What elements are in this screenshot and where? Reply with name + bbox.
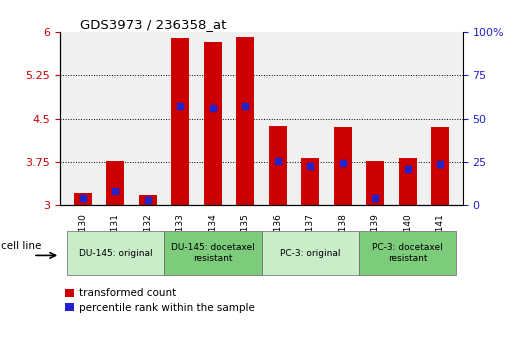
Bar	[66, 231, 164, 275]
Legend: transformed count, percentile rank within the sample: transformed count, percentile rank withi…	[65, 289, 255, 313]
Bar	[431, 127, 449, 205]
Bar	[269, 126, 287, 205]
Text: cell line: cell line	[1, 241, 41, 251]
Bar	[74, 193, 92, 205]
Text: PC-3: original: PC-3: original	[280, 249, 340, 258]
Text: DU-145: original: DU-145: original	[78, 249, 152, 258]
Bar	[301, 158, 319, 205]
Bar	[366, 161, 384, 205]
Bar	[106, 161, 124, 205]
Text: GDS3973 / 236358_at: GDS3973 / 236358_at	[81, 18, 226, 31]
Text: DU-145: docetaxel
resistant: DU-145: docetaxel resistant	[171, 244, 255, 263]
Bar	[204, 42, 222, 205]
Bar	[236, 37, 254, 205]
Bar	[139, 195, 157, 205]
Bar	[164, 231, 262, 275]
Bar	[172, 38, 189, 205]
Text: PC-3: docetaxel
resistant: PC-3: docetaxel resistant	[372, 244, 443, 263]
Bar	[399, 158, 417, 205]
Bar	[359, 231, 457, 275]
Bar	[334, 127, 351, 205]
Bar	[262, 231, 359, 275]
